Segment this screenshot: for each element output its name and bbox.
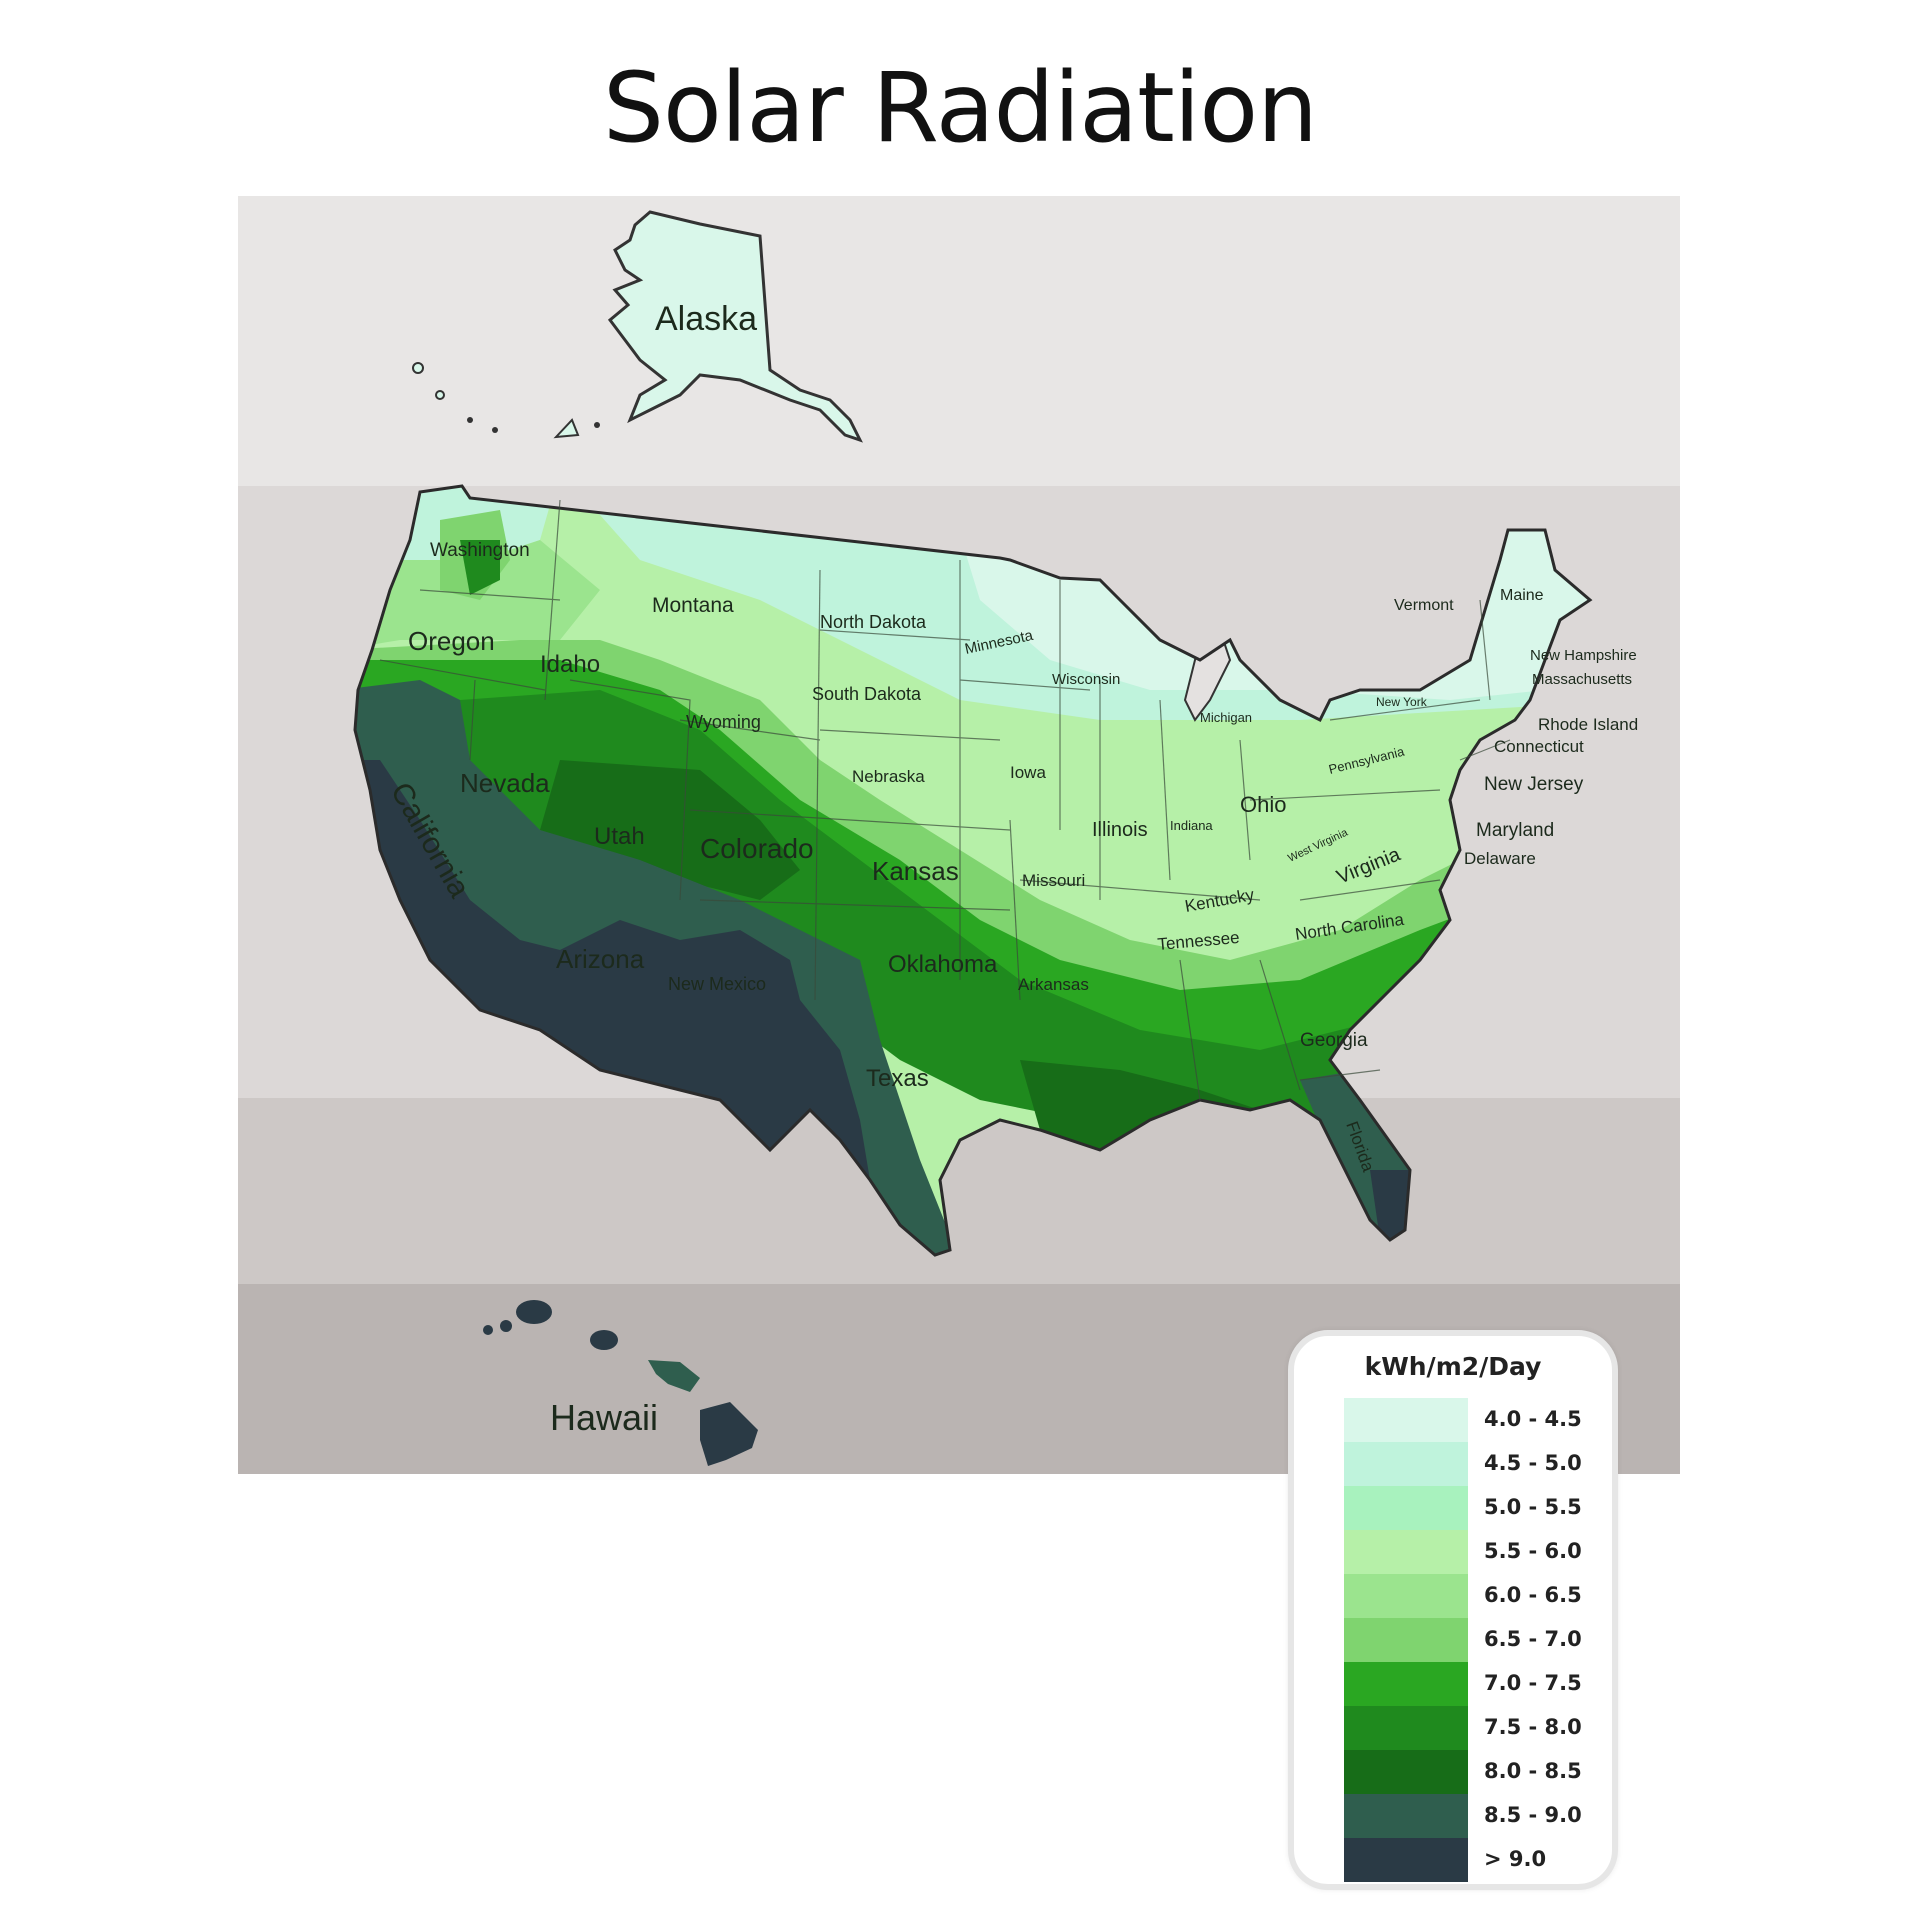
legend-row: 7.0 - 7.5 — [1344, 1662, 1604, 1706]
legend-swatch — [1344, 1662, 1468, 1706]
alaska-region: Alaska — [412, 210, 863, 443]
legend-label: 4.5 - 5.0 — [1484, 1451, 1582, 1475]
state-label: Nevada — [460, 768, 550, 798]
legend-label: 6.0 - 6.5 — [1484, 1583, 1582, 1607]
legend-row: 8.5 - 9.0 — [1344, 1794, 1604, 1838]
legend-row: 4.5 - 5.0 — [1344, 1442, 1604, 1486]
legend-label: 8.0 - 8.5 — [1484, 1759, 1582, 1783]
state-label: Washington — [430, 540, 530, 561]
state-label: Arizona — [556, 944, 645, 974]
state-label: Wyoming — [686, 712, 761, 732]
legend-label: 5.0 - 5.5 — [1484, 1495, 1582, 1519]
legend-swatch — [1344, 1442, 1468, 1486]
state-label: Kansas — [872, 856, 959, 886]
us-outline — [353, 484, 1593, 1257]
state-label: New Mexico — [668, 974, 766, 994]
state-label: Connecticut — [1494, 737, 1584, 756]
legend-label: 8.5 - 9.0 — [1484, 1803, 1582, 1827]
legend-row: > 9.0 — [1344, 1838, 1604, 1882]
legend-label: 7.5 - 8.0 — [1484, 1715, 1582, 1739]
state-label: Delaware — [1464, 849, 1536, 868]
state-label: Utah — [594, 823, 645, 850]
state-labels: Washington Oregon Idaho Montana North Da… — [384, 540, 1638, 1175]
legend-label: 7.0 - 7.5 — [1484, 1671, 1582, 1695]
legend-label: 6.5 - 7.0 — [1484, 1627, 1582, 1651]
legend-swatch — [1344, 1618, 1468, 1662]
state-label: Vermont — [1394, 597, 1454, 614]
alaska-label: Alaska — [655, 300, 757, 338]
hawaii-label: Hawaii — [550, 1397, 658, 1438]
state-label: Georgia — [1300, 1030, 1368, 1051]
state-label: Texas — [866, 1065, 929, 1092]
state-label: Illinois — [1092, 819, 1148, 841]
state-label: Maryland — [1476, 820, 1554, 841]
state-label: Oregon — [408, 626, 495, 656]
state-label: Arkansas — [1018, 975, 1089, 994]
legend-swatch — [1344, 1398, 1468, 1442]
state-label: Missouri — [1022, 871, 1085, 890]
state-borders — [379, 499, 1511, 1101]
state-label: South Dakota — [812, 684, 922, 704]
state-label: New York — [1376, 695, 1428, 709]
background-band — [238, 196, 1680, 486]
legend-row: 5.0 - 5.5 — [1344, 1486, 1604, 1530]
legend-swatch — [1344, 1750, 1468, 1794]
legend-row: 5.5 - 6.0 — [1344, 1530, 1604, 1574]
legend-swatch — [1344, 1486, 1468, 1530]
state-label: Colorado — [700, 833, 814, 864]
state-label: Nebraska — [852, 767, 925, 786]
hawaii-region: Hawaii — [483, 1300, 758, 1466]
legend-row: 6.0 - 6.5 — [1344, 1574, 1604, 1618]
state-label: Ohio — [1240, 792, 1286, 817]
page-title: Solar Radiation — [603, 52, 1318, 164]
state-label: Michigan — [1200, 710, 1252, 725]
state-label: Wisconsin — [1052, 671, 1120, 688]
state-label: Maine — [1500, 587, 1544, 604]
state-label: Iowa — [1010, 763, 1046, 782]
legend-label: > 9.0 — [1484, 1847, 1547, 1871]
state-label: New Hampshire — [1530, 647, 1637, 664]
legend-swatch — [1344, 1574, 1468, 1618]
state-label: Massachusetts — [1532, 671, 1632, 688]
state-label: Oklahoma — [888, 951, 998, 978]
legend-swatch — [1344, 1530, 1468, 1574]
state-label: Montana — [652, 594, 734, 617]
legend-label: 5.5 - 6.0 — [1484, 1539, 1582, 1563]
state-label: Rhode Island — [1538, 715, 1638, 734]
legend-swatch — [1344, 1794, 1468, 1838]
state-label: Idaho — [540, 651, 600, 678]
state-label: Indiana — [1170, 818, 1213, 833]
state-label: North Dakota — [820, 612, 927, 632]
legend-row: 7.5 - 8.0 — [1344, 1706, 1604, 1750]
legend-swatch — [1344, 1838, 1468, 1882]
legend-row: 4.0 - 4.5 — [1344, 1398, 1604, 1442]
legend-swatch — [1344, 1706, 1468, 1750]
legend-title: kWh/m2/Day — [1364, 1352, 1542, 1381]
map-legend: kWh/m2/Day 4.0 - 4.5 4.5 - 5.0 5.0 - 5.5 5.… — [1288, 1330, 1618, 1890]
legend-row: 8.0 - 8.5 — [1344, 1750, 1604, 1794]
state-label: New Jersey — [1484, 774, 1584, 795]
legend-label: 4.0 - 4.5 — [1484, 1407, 1582, 1431]
legend-row: 6.5 - 7.0 — [1344, 1618, 1604, 1662]
